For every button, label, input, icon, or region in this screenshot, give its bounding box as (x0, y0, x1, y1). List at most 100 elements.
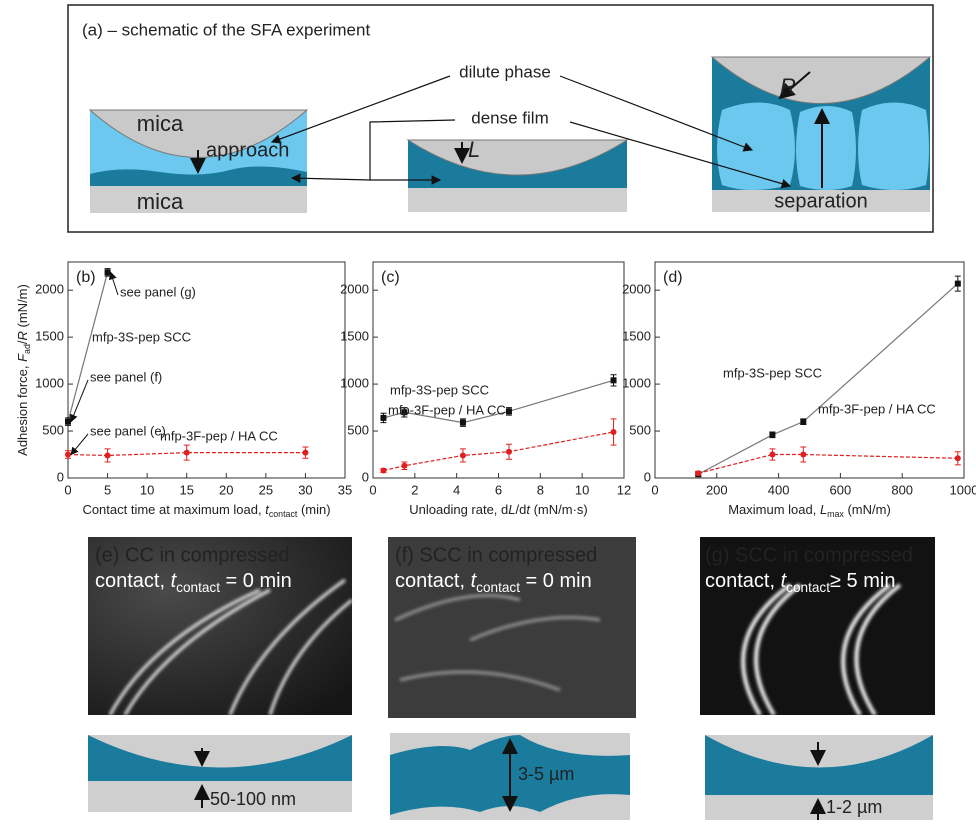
caption: (e) CC in compressed (95, 544, 290, 566)
annotation: see panel (f) (90, 369, 162, 384)
x-tick-label: 12 (617, 482, 631, 497)
y-tick-label: 2000 (340, 282, 369, 297)
data-point (105, 269, 111, 275)
data-point (184, 450, 190, 456)
caption-part: contact, (395, 570, 471, 592)
x-tick-label: 6 (495, 482, 502, 497)
series-line (383, 432, 613, 471)
x-tick-label: 35 (338, 482, 352, 497)
gap-label: 1-2 µm (826, 797, 882, 817)
data-point (611, 429, 617, 435)
schematic-right (712, 57, 930, 212)
data-point (380, 415, 386, 421)
data-point (506, 449, 512, 455)
series-line (68, 272, 108, 421)
x-tick-label: 10 (575, 482, 589, 497)
data-point (506, 408, 512, 414)
x-tick-label: 0 (369, 482, 376, 497)
y-axis-label: Adhesion force, Fad/R (mN/m) (15, 284, 32, 456)
y-axis-label-part: ad (22, 344, 32, 354)
x-axis-label-part: /d (516, 502, 527, 517)
data-point (695, 470, 701, 476)
x-tick-label: 5 (104, 482, 111, 497)
x-axis-label: Contact time at maximum load, tcontact (… (82, 502, 330, 519)
y-tick-label: 0 (362, 469, 369, 484)
x-tick-label: 0 (651, 482, 658, 497)
data-point (65, 419, 71, 425)
annotation: see panel (e) (90, 423, 166, 438)
caption-part: contact (786, 580, 830, 595)
y-axis-label-part: (mN/m) (15, 284, 30, 331)
figure: (a) – schematic of the SFA experiment mi… (0, 0, 976, 825)
x-tick-label: 600 (830, 482, 852, 497)
y-tick-label: 500 (42, 422, 64, 437)
caption-part: ≥ 5 min (830, 570, 895, 592)
schematic-left (90, 110, 307, 213)
x-tick-label: 25 (259, 482, 273, 497)
annotation-arrow (71, 434, 88, 455)
data-point (800, 419, 806, 425)
data-point (800, 452, 806, 458)
data-point (65, 452, 71, 458)
data-point (105, 452, 111, 458)
series-label: mfp-3S-pep SCC (723, 365, 822, 380)
x-axis-label-part: max (827, 509, 844, 519)
series-label: mfp-3S-pep SCC (92, 329, 191, 344)
y-tick-label: 0 (644, 469, 651, 484)
L-label: L (468, 137, 480, 162)
x-axis-label: Maximum load, Lmax (mN/m) (728, 502, 891, 519)
data-point (955, 281, 961, 287)
y-tick-label: 2000 (35, 282, 64, 297)
mica-label: mica (137, 111, 184, 136)
caption-part: contact, (705, 570, 781, 592)
data-point (401, 463, 407, 469)
data-point (460, 420, 466, 426)
caption-part: contact (176, 580, 220, 595)
data-point (302, 450, 308, 456)
y-axis-label-part: R (15, 331, 30, 340)
x-tick-label: 2 (411, 482, 418, 497)
x-tick-label: 800 (891, 482, 913, 497)
caption-part: = 0 min (520, 570, 592, 592)
y-tick-label: 1500 (340, 329, 369, 344)
x-tick-label: 10 (140, 482, 154, 497)
plot-frame (373, 262, 624, 478)
x-axis-label-part: L (820, 502, 827, 517)
y-tick-label: 1000 (35, 376, 64, 391)
gap-g (705, 735, 933, 820)
approach-label: approach (206, 139, 289, 161)
y-tick-label: 1000 (622, 376, 651, 391)
caption: (g) SCC in compressed (705, 544, 913, 566)
data-point (611, 377, 617, 383)
schematic-middle (408, 140, 627, 212)
series-label: mfp-3F-pep / HA CC (388, 402, 506, 417)
y-tick-label: 1000 (340, 376, 369, 391)
annotation-arrow (111, 272, 118, 295)
separation-label: separation (774, 190, 867, 212)
caption: (f) SCC in compressed (395, 544, 597, 566)
caption-part: contact (476, 580, 520, 595)
y-tick-label: 2000 (622, 282, 651, 297)
x-axis-label-part: Maximum load, (728, 502, 820, 517)
x-axis-label-part: L (508, 502, 515, 517)
R-label: R (780, 74, 796, 99)
data-point (380, 467, 386, 473)
gap-label: 50-100 nm (210, 789, 296, 809)
caption-part: = 0 min (220, 570, 292, 592)
dense-label: dense film (471, 108, 548, 127)
panel-label: (d) (663, 269, 683, 286)
x-tick-label: 400 (768, 482, 790, 497)
mica-label: mica (137, 189, 184, 214)
series-label: mfp-3F-pep / HA CC (160, 428, 278, 443)
panel-label: (b) (76, 269, 96, 286)
y-axis-label-part: Adhesion force, (15, 362, 30, 456)
x-tick-label: 30 (298, 482, 312, 497)
x-axis-label-part: (min) (297, 502, 330, 517)
dilute-label: dilute phase (459, 62, 551, 81)
y-tick-label: 500 (347, 422, 369, 437)
x-tick-label: 4 (453, 482, 460, 497)
y-tick-label: 1500 (622, 329, 651, 344)
x-tick-label: 15 (179, 482, 193, 497)
x-axis-label-part: (mN/m) (844, 502, 891, 517)
x-tick-label: 200 (706, 482, 728, 497)
